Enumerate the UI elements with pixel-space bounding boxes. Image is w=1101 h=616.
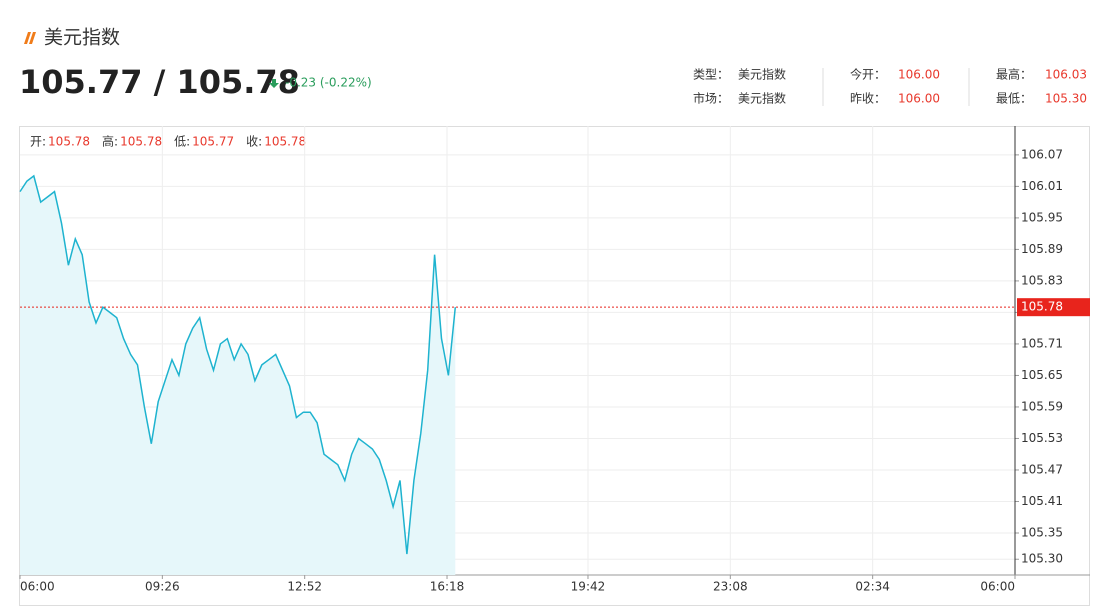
y-tick-label: 105.30 <box>1021 552 1063 566</box>
change: -0.23 (-0.22%) <box>285 76 372 90</box>
title: 美元指数 <box>44 27 120 49</box>
y-tick-label: 105.65 <box>1021 368 1063 382</box>
ohlc-label: 高: <box>102 134 118 149</box>
ohlc-value: 105.78 <box>120 135 162 149</box>
info-value: 106.00 <box>898 68 940 82</box>
down-arrow <box>269 79 279 88</box>
ohlc-value: 105.77 <box>192 135 234 149</box>
y-tick-label: 105.35 <box>1021 525 1063 539</box>
y-tick-label: 106.01 <box>1021 179 1063 193</box>
info-value: 美元指数 <box>738 67 786 82</box>
info-value: 105.30 <box>1045 92 1087 106</box>
x-tick-label: 16:18 <box>430 580 465 594</box>
ohlc-label: 开: <box>30 135 46 149</box>
ohlc-label: 低: <box>174 135 190 149</box>
x-tick-label: 06:00 <box>980 580 1015 594</box>
info-value: 106.00 <box>898 92 940 106</box>
x-tick-label: 06:00 <box>20 580 55 594</box>
y-tick-label: 105.89 <box>1021 242 1063 256</box>
title-icon <box>29 32 36 44</box>
y-tick-label: 105.95 <box>1021 210 1063 224</box>
info-label: 今开： <box>850 67 886 82</box>
price: 105.77 / 105.78 <box>19 63 300 101</box>
info-label: 市场： <box>693 91 729 106</box>
y-tick-label: 105.41 <box>1021 494 1063 508</box>
x-tick-label: 09:26 <box>145 580 180 594</box>
ohlc-label: 收: <box>246 135 262 149</box>
info-label: 类型： <box>693 68 729 82</box>
last-price-label: 105.78 <box>1021 300 1063 314</box>
last-price-box <box>1017 298 1090 317</box>
info-value: 106.03 <box>1045 68 1087 82</box>
ohlc-value: 105.78 <box>48 135 90 149</box>
y-tick-label: 105.59 <box>1021 399 1063 413</box>
line <box>19 174 457 555</box>
x-tick-label: 23:08 <box>713 580 748 594</box>
y-tick-label: 105.71 <box>1021 336 1063 350</box>
y-tick-label: 105.83 <box>1021 273 1063 287</box>
y-tick-label: 105.47 <box>1021 462 1063 476</box>
y-tick-label: 106.07 <box>1021 147 1063 161</box>
info-value: 美元指数 <box>738 91 786 106</box>
x-tick-label: 12:52 <box>287 580 322 594</box>
x-tick-label: 02:34 <box>855 580 890 594</box>
ohlc-value: 105.78 <box>264 135 306 149</box>
x-tick-label: 19:42 <box>571 580 606 594</box>
y-tick-label: 105.53 <box>1021 431 1063 445</box>
chart-frame <box>19 126 1090 606</box>
info-label: 最高： <box>996 67 1032 82</box>
info-label: 昨收： <box>850 92 886 106</box>
title-icon <box>24 32 31 44</box>
info-label: 最低： <box>996 92 1032 106</box>
